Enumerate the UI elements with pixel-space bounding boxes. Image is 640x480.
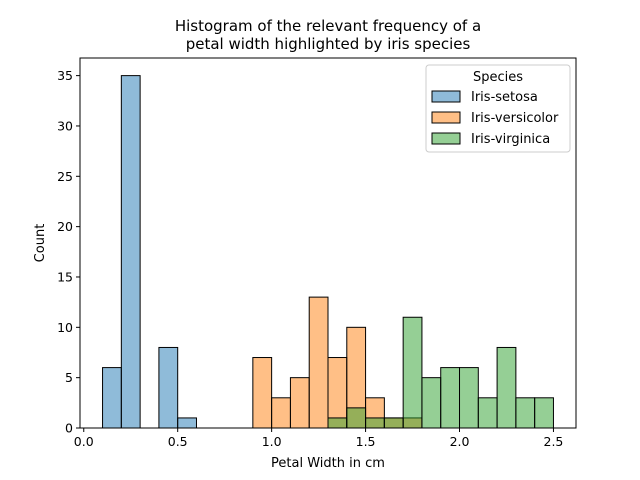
x-tick-label: 0.0 [74,434,94,449]
x-tick-label: 1.0 [262,434,282,449]
bar-iris-virginica-11 [534,397,554,429]
chart-title-line-2: petal width highlighted by iris species [186,35,471,53]
legend-label: Iris-versicolor [471,111,559,126]
legend-label: Iris-setosa [471,90,538,105]
bar-iris-virginica-10 [515,397,536,429]
bar-iris-versicolor-2 [289,377,310,429]
bar-iris-virginica-4 [402,316,423,429]
legend-swatch [431,90,461,103]
y-tick-label: 10 [57,320,73,335]
y-tick-label: 20 [57,219,73,234]
legend-swatch [431,111,461,124]
bar-iris-setosa-3 [177,417,197,429]
bar-iris-setosa-0 [102,367,122,429]
chart-title-line-1: Histogram of the relevant frequency of a [175,17,481,35]
y-tick-label: 30 [57,118,73,133]
y-axis-label: Count [33,224,48,263]
bar-iris-virginica-0 [327,417,348,429]
bar-iris-virginica-2 [365,417,385,429]
y-tick-label: 15 [57,269,73,284]
y-tick-label: 25 [57,169,73,184]
bar-iris-virginica-1 [346,407,367,429]
y-tick-label: 5 [65,370,73,385]
plot-frame [79,57,577,429]
bar-iris-virginica-5 [421,377,442,429]
bar-iris-virginica-8 [477,397,498,429]
x-tick-label: 2.5 [544,434,564,449]
legend: Species Iris-setosa Iris-versicolor Iris-v… [425,64,571,153]
x-tick-label: 1.5 [356,434,376,449]
legend-title: Species [473,70,523,85]
bar-iris-setosa-2 [158,346,179,429]
legend-frame [425,64,571,153]
axes-layer: 0.0 0.5 1.0 1.5 2.0 2.5 0 5 10 15 20 25 30 35 [57,57,577,449]
bar-iris-versicolor-4 [327,357,348,429]
x-tick-label: 0.5 [168,434,188,449]
bar-iris-versicolor-3 [308,296,329,429]
bars-layer [102,75,554,429]
x-axis-label: Petal Width in cm [271,456,385,471]
bar-iris-virginica-6 [440,367,461,429]
bar-iris-virginica-3 [383,417,404,429]
bar-iris-virginica-9 [496,346,517,429]
x-tick-label: 2.0 [450,434,470,449]
legend-swatch [431,132,461,145]
bar-iris-versicolor-1 [271,397,291,429]
y-tick-label: 0 [65,421,73,436]
bar-iris-versicolor-0 [252,357,273,429]
y-tick-label: 35 [57,68,73,83]
bar-iris-virginica-7 [459,367,479,429]
bar-iris-setosa-1 [120,75,141,429]
legend-label: Iris-virginica [471,132,550,147]
